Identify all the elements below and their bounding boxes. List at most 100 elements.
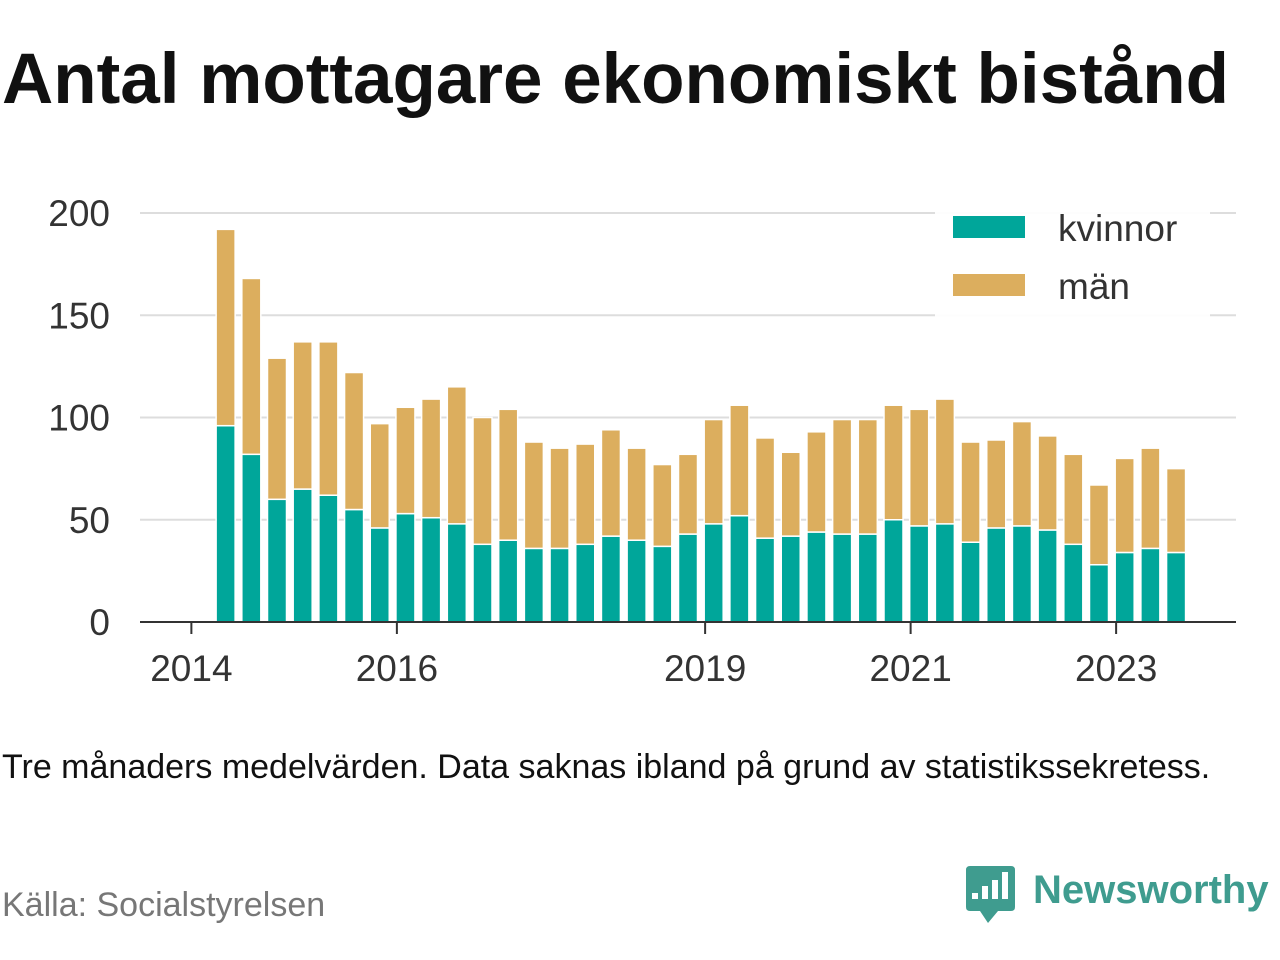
bar-kvinnor bbox=[395, 512, 416, 623]
bar-man bbox=[1140, 447, 1161, 550]
bar-kvinnor bbox=[420, 516, 442, 623]
logo-icon-bar bbox=[972, 893, 978, 899]
legend-swatch-kvinnor bbox=[953, 216, 1025, 238]
newsworthy-logo-icon bbox=[966, 866, 1015, 923]
x-axis: 2014 2016 2019 2021 2023 bbox=[150, 622, 1157, 689]
bar-man bbox=[754, 437, 776, 539]
bar-man bbox=[626, 447, 647, 541]
source-note: Källa: Socialstyrelsen bbox=[2, 886, 325, 924]
bar-kvinnor bbox=[1063, 543, 1084, 623]
bar-kvinnor bbox=[1140, 547, 1161, 623]
x-tick-label: 2019 bbox=[664, 648, 746, 689]
bar-kvinnor bbox=[1037, 529, 1058, 623]
legend-swatch-man bbox=[953, 274, 1025, 296]
bar-man bbox=[986, 439, 1007, 529]
bar-man bbox=[549, 447, 570, 550]
bar-man bbox=[395, 406, 416, 515]
legend-label-man: män bbox=[1058, 266, 1130, 307]
bar-kvinnor bbox=[831, 533, 853, 623]
bar-kvinnor bbox=[729, 514, 750, 623]
bar-man bbox=[575, 443, 596, 546]
legend-label-kvinnor: kvinnor bbox=[1058, 208, 1177, 249]
chart-title: Antal mottagare ekonomiskt bistånd bbox=[2, 40, 1229, 119]
y-tick-label: 100 bbox=[48, 398, 110, 439]
bar-kvinnor bbox=[677, 533, 699, 623]
bar-kvinnor bbox=[497, 539, 519, 623]
bar-kvinnor bbox=[549, 547, 570, 623]
x-tick-label: 2021 bbox=[869, 648, 951, 689]
bar-kvinnor bbox=[703, 523, 724, 623]
x-tick-label: 2023 bbox=[1075, 648, 1157, 689]
bar-man bbox=[934, 398, 956, 525]
legend-item-man: män bbox=[953, 266, 1130, 307]
y-tick-label: 0 bbox=[89, 602, 110, 643]
bar-man bbox=[523, 441, 545, 550]
legend: kvinnor män bbox=[935, 208, 1210, 318]
bar-kvinnor bbox=[446, 523, 468, 623]
logo-icon-bar bbox=[1002, 872, 1008, 899]
bar-man bbox=[677, 453, 699, 535]
bar-man bbox=[1011, 420, 1033, 527]
bar-kvinnor bbox=[523, 547, 545, 623]
y-axis: 0 50 100 150 200 bbox=[48, 193, 110, 643]
bar-kvinnor bbox=[318, 494, 339, 623]
bar-kvinnor bbox=[754, 537, 776, 623]
bar-kvinnor bbox=[780, 535, 801, 623]
bar-man bbox=[215, 228, 236, 427]
bar-man bbox=[472, 416, 493, 546]
bar-man bbox=[446, 386, 468, 525]
bar-kvinnor bbox=[652, 545, 673, 623]
bar-kvinnor bbox=[266, 498, 288, 623]
x-tick-label: 2014 bbox=[150, 648, 232, 689]
bar-kvinnor bbox=[806, 531, 827, 623]
bar-man bbox=[497, 408, 519, 541]
y-tick-label: 200 bbox=[48, 193, 110, 234]
bar-kvinnor bbox=[1088, 563, 1110, 623]
bars bbox=[215, 228, 1187, 623]
bar-man bbox=[1063, 453, 1084, 546]
bar-man bbox=[857, 418, 879, 535]
logo-wordmark: Newsworthy bbox=[1033, 868, 1269, 912]
bar-kvinnor bbox=[857, 533, 879, 623]
bar-man bbox=[780, 451, 801, 537]
bar-man bbox=[1037, 435, 1058, 531]
bar-kvinnor bbox=[292, 488, 313, 623]
bar-kvinnor bbox=[1165, 551, 1187, 623]
bar-kvinnor bbox=[1011, 525, 1033, 623]
bar-man bbox=[241, 277, 262, 456]
logo-icon-bar bbox=[992, 880, 998, 899]
newsworthy-logo: Newsworthy bbox=[966, 866, 1269, 923]
bar-kvinnor bbox=[343, 508, 365, 623]
bar-man bbox=[703, 418, 724, 525]
bar-man bbox=[292, 341, 313, 490]
bar-man bbox=[600, 429, 622, 537]
bar-kvinnor bbox=[369, 527, 390, 623]
legend-item-kvinnor: kvinnor bbox=[953, 208, 1177, 249]
bar-kvinnor bbox=[908, 525, 930, 623]
logo-icon-bar bbox=[982, 886, 988, 899]
bar-man bbox=[1088, 484, 1110, 566]
bar-man bbox=[652, 463, 673, 548]
bar-man bbox=[960, 441, 981, 543]
bar-man bbox=[1165, 467, 1187, 554]
bar-kvinnor bbox=[1114, 551, 1135, 623]
bar-man bbox=[343, 371, 365, 511]
x-tick-label: 2016 bbox=[356, 648, 438, 689]
bar-kvinnor bbox=[883, 519, 904, 623]
bar-man bbox=[369, 422, 390, 529]
bar-kvinnor bbox=[472, 543, 493, 623]
bar-man bbox=[266, 357, 288, 501]
bar-man bbox=[908, 408, 930, 527]
bar-kvinnor bbox=[934, 523, 956, 623]
bar-kvinnor bbox=[626, 539, 647, 623]
bar-kvinnor bbox=[960, 541, 981, 623]
bar-man bbox=[420, 398, 442, 519]
chart-caption: Tre månaders medelvärden. Data saknas ib… bbox=[2, 748, 1210, 786]
bar-man bbox=[883, 404, 904, 521]
bar-man bbox=[831, 418, 853, 535]
bar-kvinnor bbox=[241, 453, 262, 623]
y-tick-label: 150 bbox=[48, 295, 110, 336]
bar-kvinnor bbox=[575, 543, 596, 623]
bar-man bbox=[729, 404, 750, 517]
